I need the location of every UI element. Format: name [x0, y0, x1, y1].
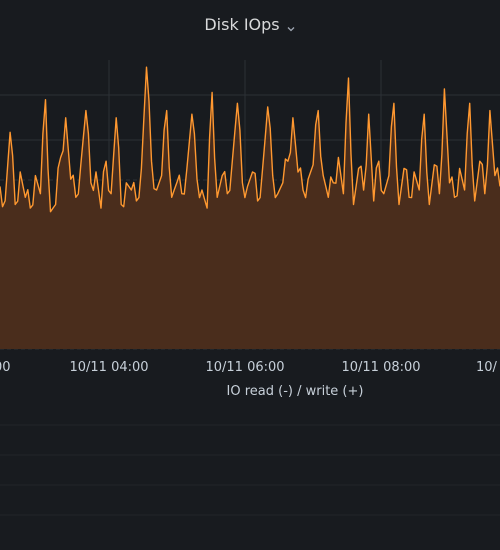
series-area — [0, 66, 500, 349]
x-tick-labels: 00 10/11 04:00 10/11 06:00 10/11 08:00 10/ — [0, 360, 498, 375]
x-tick-label: 00 — [0, 360, 11, 375]
x-tick-label: 10/ — [476, 360, 498, 375]
chevron-down-icon[interactable] — [286, 19, 296, 32]
x-tick-label: 10/11 06:00 — [205, 360, 284, 375]
panel-title: Disk IOps — [204, 14, 280, 34]
series-line — [0, 66, 500, 213]
x-axis-label: IO read (-) / write (+) — [227, 384, 364, 399]
x-tick-label: 10/11 04:00 — [69, 360, 148, 375]
x-tick-label: 10/11 08:00 — [341, 360, 420, 375]
panel-header[interactable]: Disk IOps — [0, 10, 500, 38]
series-fill — [0, 67, 500, 349]
